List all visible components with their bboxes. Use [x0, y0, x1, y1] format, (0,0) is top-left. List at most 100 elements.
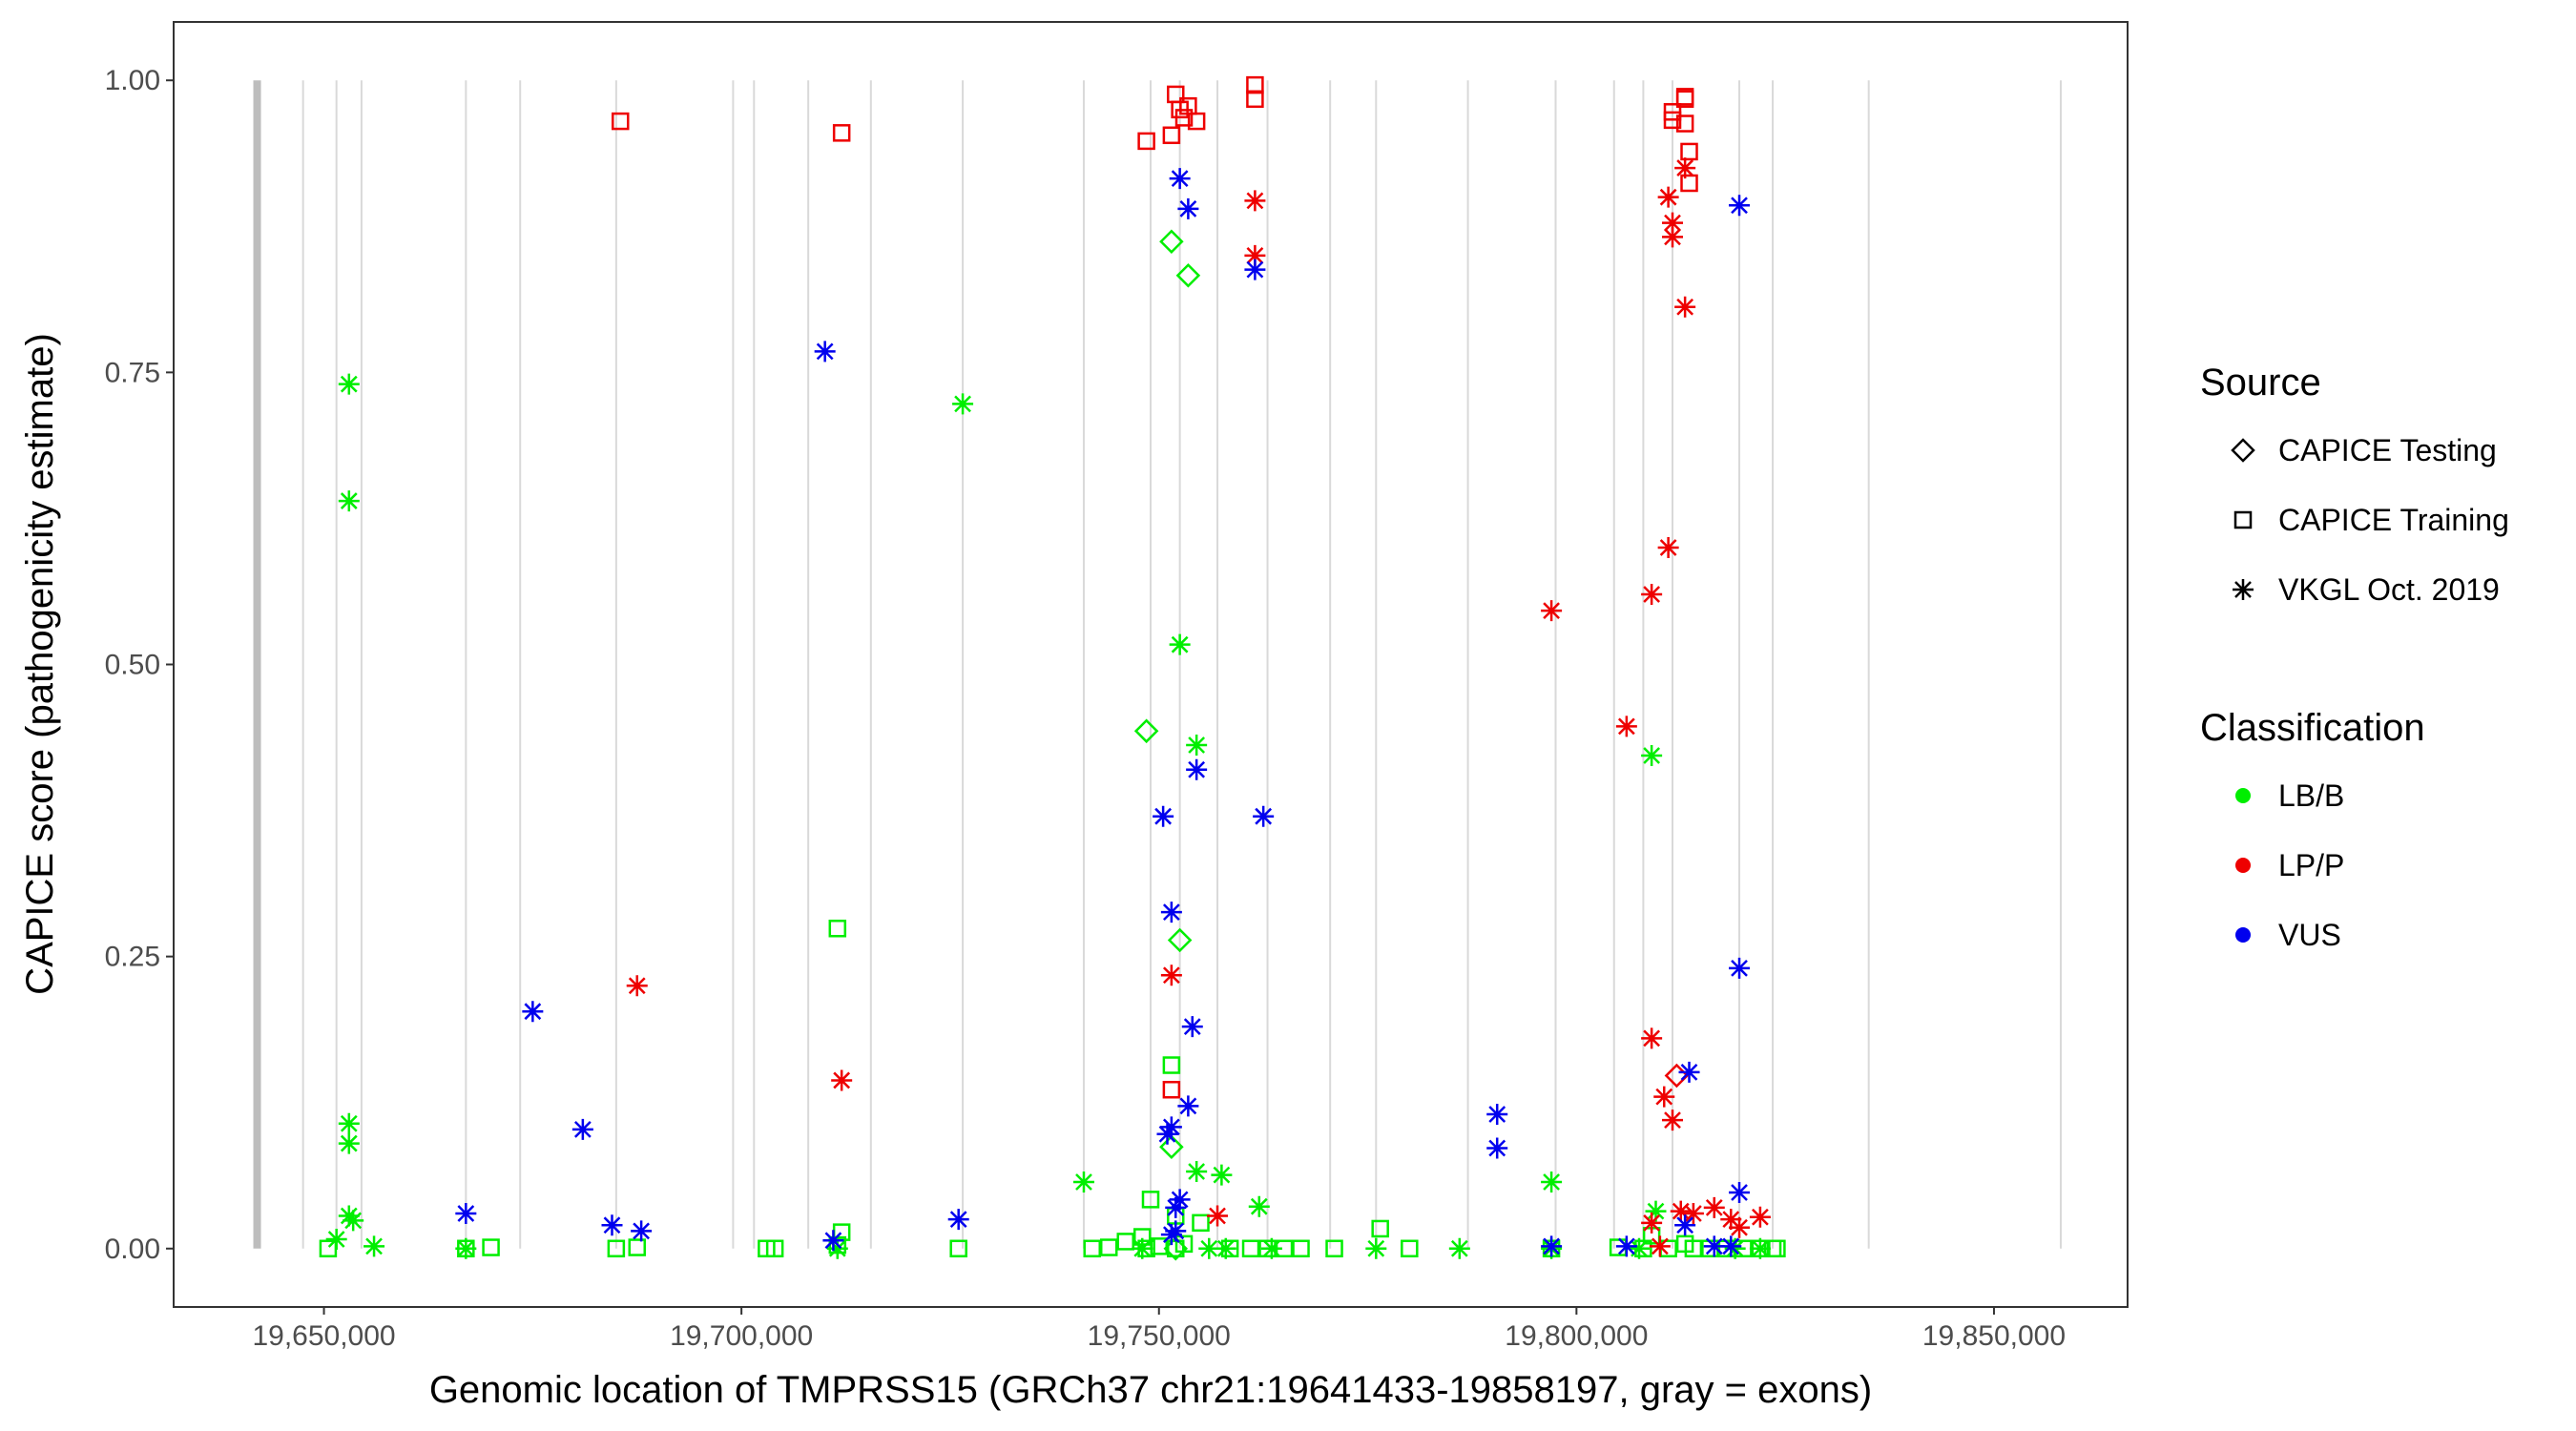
legend: Source Classification CAPICE Testing CAPI… [2200, 362, 2509, 952]
data-point [364, 1235, 385, 1257]
data-point [482, 1238, 500, 1256]
data-point [1641, 745, 1663, 767]
asterisk-marker [1729, 195, 1751, 217]
data-point [952, 393, 974, 415]
asterisk-marker [1541, 1235, 1563, 1257]
square-marker [628, 1238, 646, 1256]
asterisk-marker [831, 1069, 853, 1091]
data-point [455, 1237, 477, 1259]
asterisk-marker [1207, 1205, 1229, 1227]
legend-source-title: Source [2200, 362, 2321, 404]
asterisk-marker [1641, 745, 1663, 767]
legend-source-label: VKGL Oct. 2019 [2278, 572, 2500, 607]
data-point [1401, 1239, 1419, 1258]
asterisk-marker [1674, 157, 1696, 179]
data-point [1241, 1239, 1260, 1258]
data-point [611, 112, 630, 131]
data-point [1159, 229, 1184, 254]
x-tick-label: 19,650,000 [252, 1320, 395, 1352]
data-point [1615, 716, 1637, 737]
asterisk-marker [343, 1210, 364, 1232]
data-point [1541, 1235, 1563, 1257]
asterisk-marker [1662, 226, 1684, 248]
data-point [1729, 195, 1751, 217]
data-point [1768, 1239, 1786, 1258]
data-point [1132, 1228, 1152, 1246]
data-point [1680, 142, 1698, 161]
data-point [1663, 111, 1682, 130]
asterisk-marker [1541, 1171, 1563, 1192]
x-axis-title: Genomic location of TMPRSS15 (GRCh37 chr… [429, 1369, 1872, 1411]
data-point [1541, 600, 1563, 622]
data-point [1645, 1200, 1667, 1222]
data-point [1735, 1239, 1753, 1258]
data-point [1448, 1237, 1470, 1259]
square-marker [1292, 1239, 1310, 1258]
square-marker [1675, 114, 1694, 133]
square-marker [1241, 1239, 1260, 1258]
data-point [1175, 262, 1201, 288]
asterisk-marker [947, 1209, 969, 1231]
data-point [607, 1239, 626, 1258]
data-point [319, 1239, 338, 1258]
data-point [1083, 1239, 1101, 1258]
data-point [338, 490, 360, 512]
legend-class-item: LP/P [2235, 848, 2344, 882]
y-tick-label: 0.75 [105, 357, 160, 388]
data-point [1187, 112, 1206, 131]
data-point [1260, 1237, 1282, 1259]
data-point [1244, 190, 1266, 212]
data-point [1186, 734, 1208, 756]
asterisk-marker [1186, 758, 1208, 780]
asterisk-marker [1645, 1200, 1667, 1222]
data-point [1729, 1216, 1751, 1238]
square-marker [949, 1239, 967, 1258]
asterisk-marker [1615, 716, 1637, 737]
data-point [1729, 1181, 1751, 1203]
square-marker [1162, 1056, 1181, 1074]
data-point [1371, 1219, 1389, 1238]
data-point [1365, 1237, 1387, 1259]
square-marker [1675, 90, 1694, 109]
data-point [1641, 584, 1663, 606]
asterisk-marker [1181, 1016, 1203, 1038]
asterisk-marker [1703, 1235, 1725, 1257]
square-marker [1116, 1233, 1134, 1251]
square-marker [1192, 1213, 1210, 1233]
data-point [1325, 1239, 1343, 1258]
legend-color-dot [2235, 858, 2251, 873]
asterisk-marker [1244, 259, 1266, 280]
data-point [457, 1239, 475, 1258]
asterisk-marker [1244, 190, 1266, 212]
asterisk-marker [1211, 1164, 1233, 1186]
data-point [1292, 1239, 1310, 1258]
data-point [822, 1230, 844, 1252]
y-tick-label: 0.00 [105, 1234, 160, 1265]
data-point [1186, 1160, 1208, 1182]
asterisk-marker [1720, 1235, 1742, 1257]
data-point [1486, 1103, 1508, 1125]
data-point [1099, 1238, 1118, 1256]
exon-lines [253, 80, 2062, 1249]
data-point [1662, 226, 1684, 248]
asterisk-marker [522, 1001, 544, 1023]
data-point [1253, 805, 1275, 827]
data-point [1653, 1086, 1675, 1108]
legend-class-label: LP/P [2278, 848, 2344, 882]
data-point [1246, 75, 1264, 94]
legend-class-title: Classification [2200, 707, 2425, 749]
legend-source-label: CAPICE Training [2278, 503, 2509, 537]
data-point [1207, 1205, 1229, 1227]
square-marker [1663, 111, 1682, 130]
asterisk-marker [1169, 633, 1191, 655]
data-point [1674, 157, 1696, 179]
data-point [814, 341, 836, 363]
square-marker [457, 1239, 475, 1258]
diamond-marker [1167, 927, 1193, 953]
data-point [1662, 1110, 1684, 1131]
asterisk-marker [822, 1230, 844, 1252]
legend-color-dot [2235, 788, 2251, 803]
data-point [1615, 1235, 1637, 1257]
asterisk-marker [1156, 1123, 1178, 1145]
